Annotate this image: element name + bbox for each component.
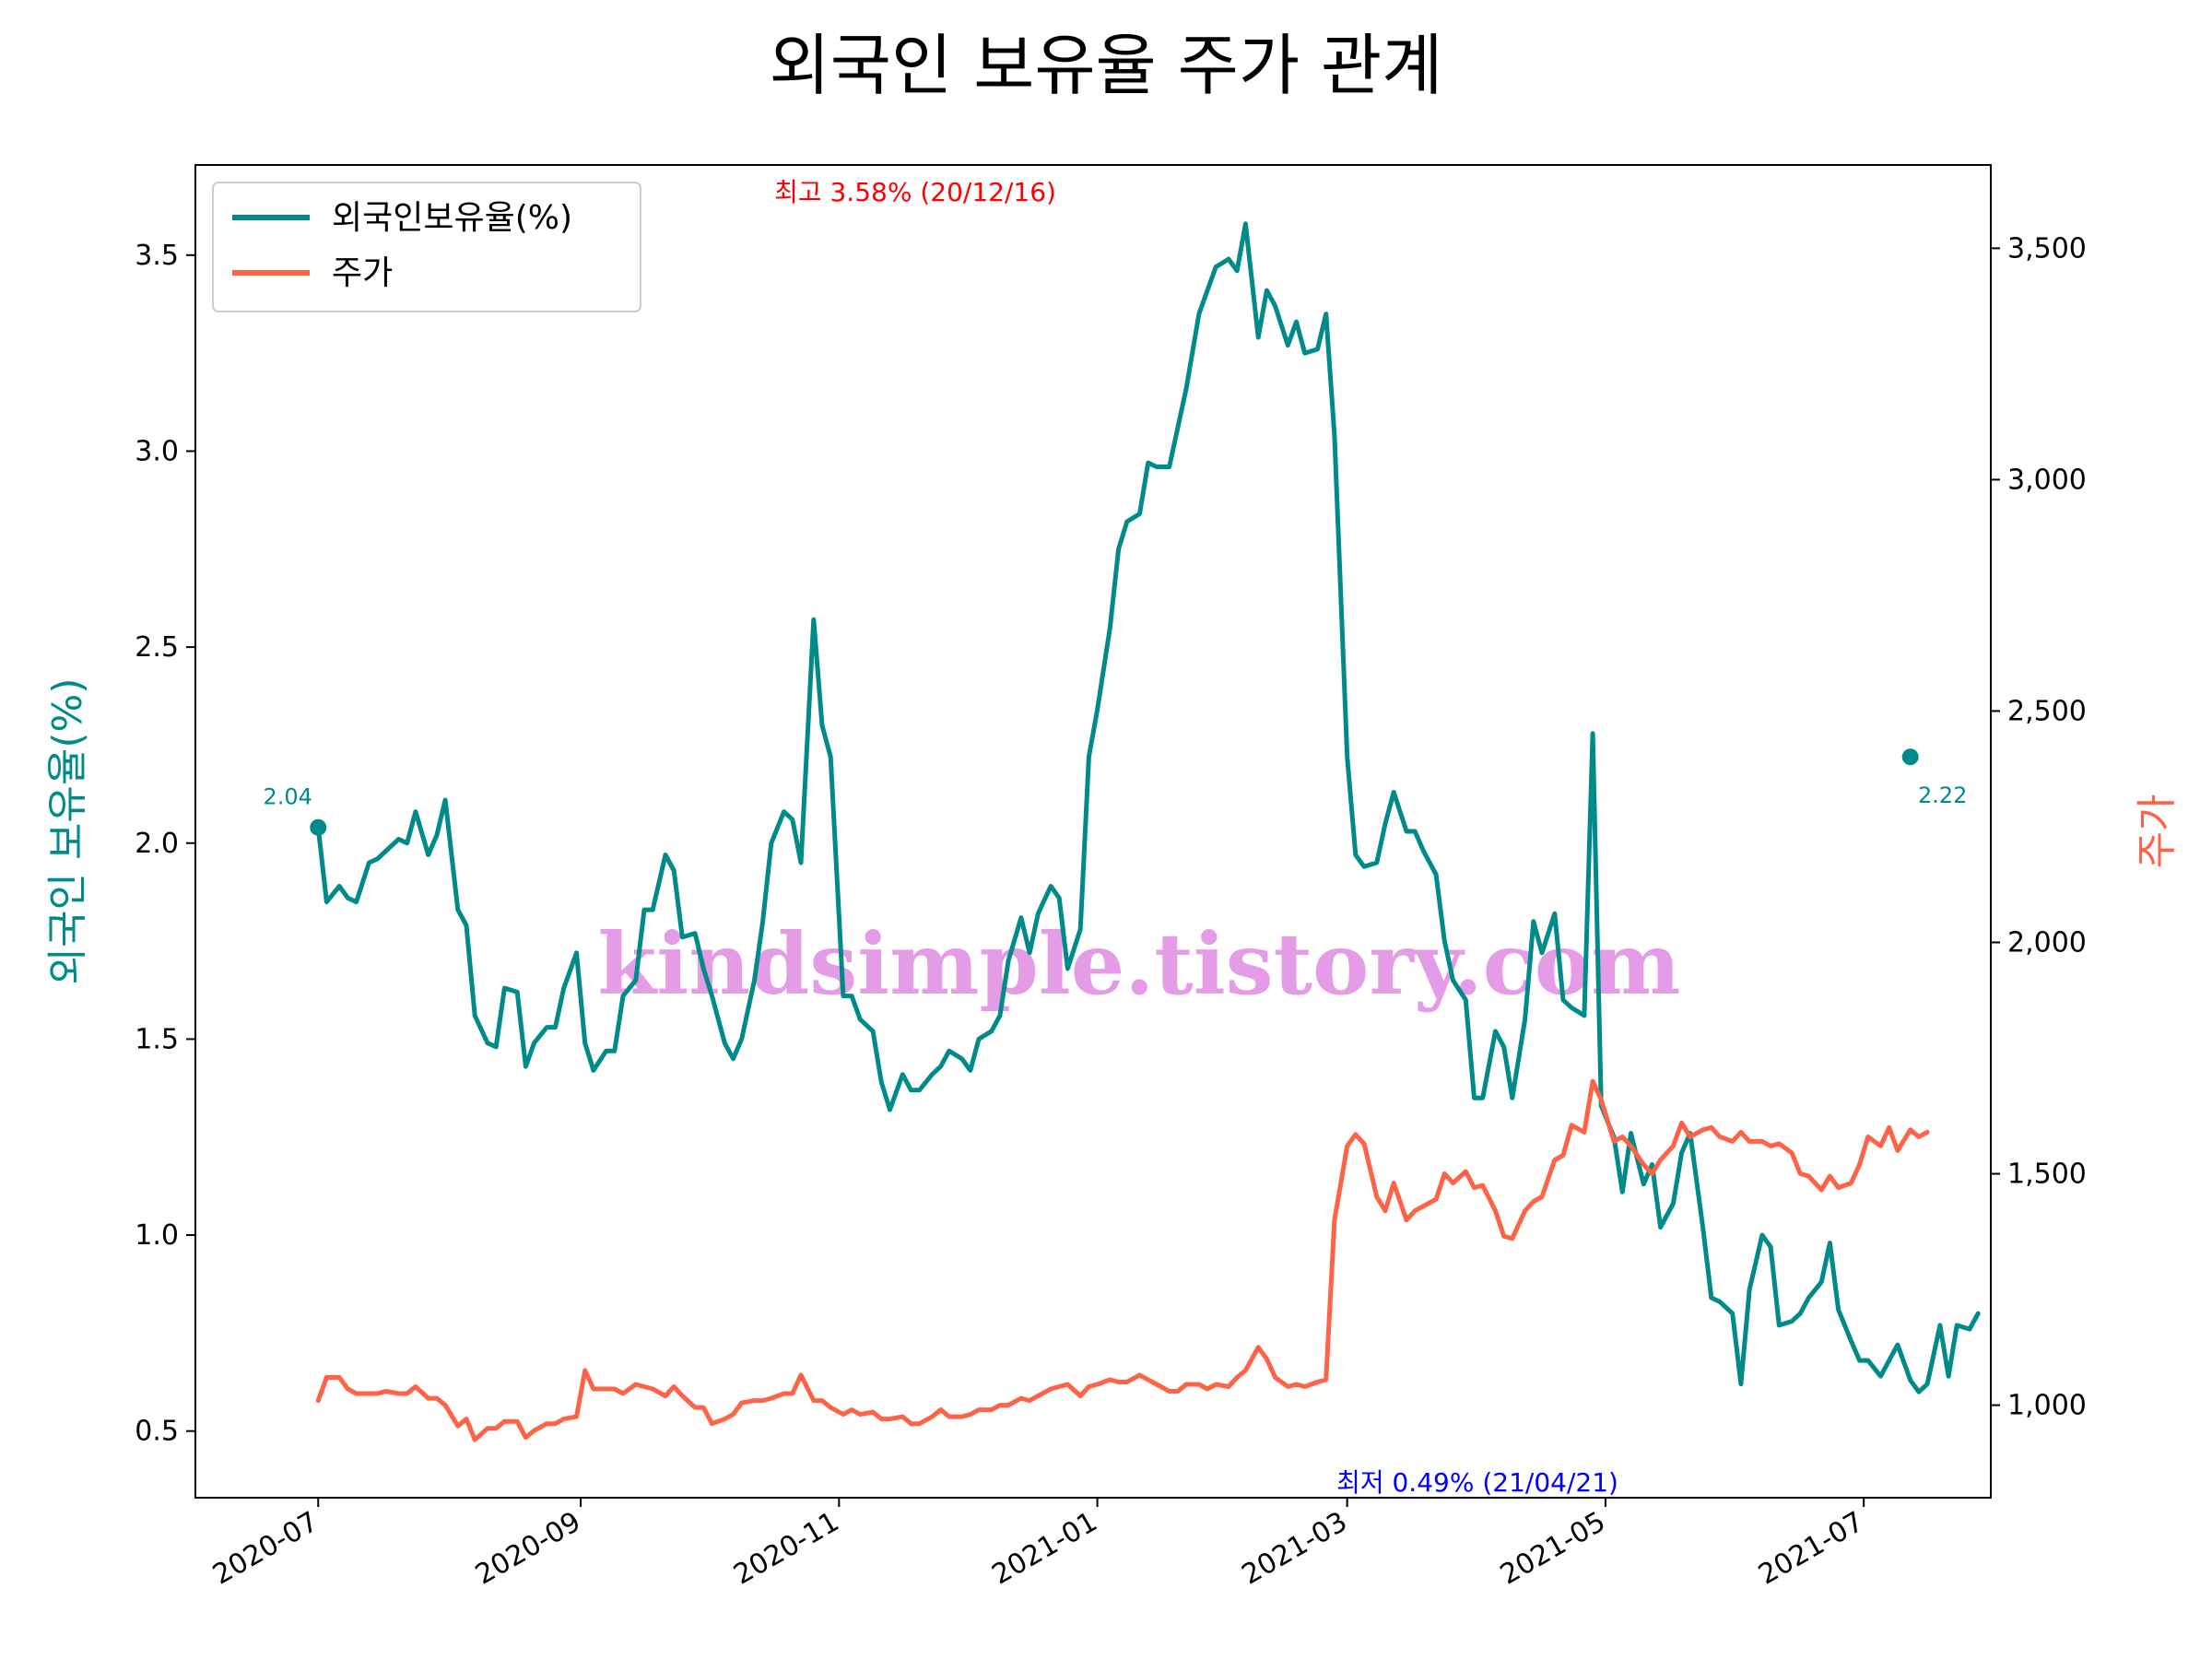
x-tick-label: 2020-07 — [207, 1506, 324, 1592]
y-right-tick-label: 1,000 — [2007, 1390, 2087, 1422]
legend-box — [212, 182, 641, 312]
start-point-marker — [310, 818, 327, 836]
max-annotation: 최고 3.58% (20/12/16) — [774, 177, 1056, 207]
y-right-tick-label: 3,500 — [2007, 232, 2087, 265]
y-left-tick-label: 0.5 — [135, 1416, 179, 1448]
y-right-tick-label: 3,000 — [2007, 464, 2087, 496]
ownership-series-line — [315, 221, 1981, 1394]
y-left-tick-label: 2.0 — [135, 828, 179, 860]
y-left-tick-label: 1.5 — [135, 1023, 179, 1055]
legend: 외국인보유율(%) 주가 — [212, 182, 641, 312]
y-axis-right-label: 주가 — [2134, 794, 2181, 869]
y-axis-left-label: 외국인 보유율(%) — [44, 677, 91, 984]
x-tick-label: 2021-05 — [1495, 1506, 1611, 1592]
y-right-tick-label: 2,000 — [2007, 927, 2087, 959]
y-right-tick-label: 2,500 — [2007, 695, 2087, 727]
legend-label-ownership: 외국인보유율(%) — [332, 199, 572, 237]
y-left-tick-label: 3.0 — [135, 435, 179, 467]
price-series-line — [315, 1078, 1930, 1442]
min-annotation: 최저 0.49% (21/04/21) — [1336, 1467, 1618, 1498]
start-value-label: 2.04 — [264, 784, 312, 810]
x-tick-label: 2021-01 — [987, 1506, 1103, 1592]
chart-title: 외국인 보유율 주가 관계 — [769, 27, 1442, 104]
y-left-tick-label: 2.5 — [135, 631, 179, 664]
plot-area-frame — [194, 164, 1992, 1499]
y-right-tick-label: 1,500 — [2007, 1159, 2087, 1191]
x-tick-label: 2020-11 — [728, 1506, 844, 1592]
y-left-tick-label: 1.0 — [135, 1219, 179, 1252]
watermark-text: kindsimple.tistory.com — [597, 914, 1680, 1014]
x-tick-label: 2020-09 — [470, 1506, 586, 1592]
legend-label-price: 주가 — [332, 254, 393, 292]
end-value-label: 2.22 — [1918, 782, 1967, 808]
y-left-tick-label: 3.5 — [135, 240, 179, 272]
end-point-marker — [1901, 748, 1919, 766]
x-tick-label: 2021-03 — [1237, 1506, 1353, 1592]
x-tick-label: 2021-07 — [1753, 1506, 1869, 1592]
